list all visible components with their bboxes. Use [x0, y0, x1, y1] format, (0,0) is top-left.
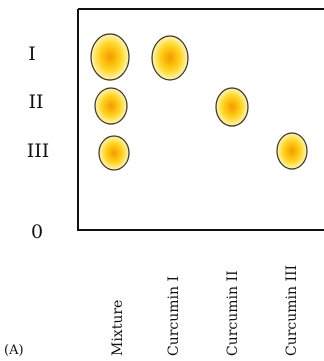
mixture-spot-I [90, 33, 130, 81]
lane-label-mixture: Mixture [110, 300, 126, 356]
lane-label-curcumin-iii: Curcumin III [284, 265, 300, 356]
y-label-zero: 0 [31, 221, 43, 243]
mixture-spot-II [94, 87, 128, 125]
curcumin-iii-spot [276, 132, 308, 170]
y-label-II: II [28, 91, 43, 113]
lane-mixture-spots [90, 33, 130, 171]
lane-label-curcumin-ii: Curcumin II [225, 270, 241, 356]
y-label-III: III [27, 140, 50, 162]
y-label-I: I [28, 43, 36, 65]
plate-frame [77, 8, 324, 231]
curcumin-i-spot [151, 35, 189, 81]
mixture-spot-III [98, 135, 130, 171]
lane-label-curcumin-i: Curcumin I [166, 276, 182, 356]
panel-label: (A) [4, 343, 24, 358]
curcumin-ii-spot [215, 87, 249, 127]
